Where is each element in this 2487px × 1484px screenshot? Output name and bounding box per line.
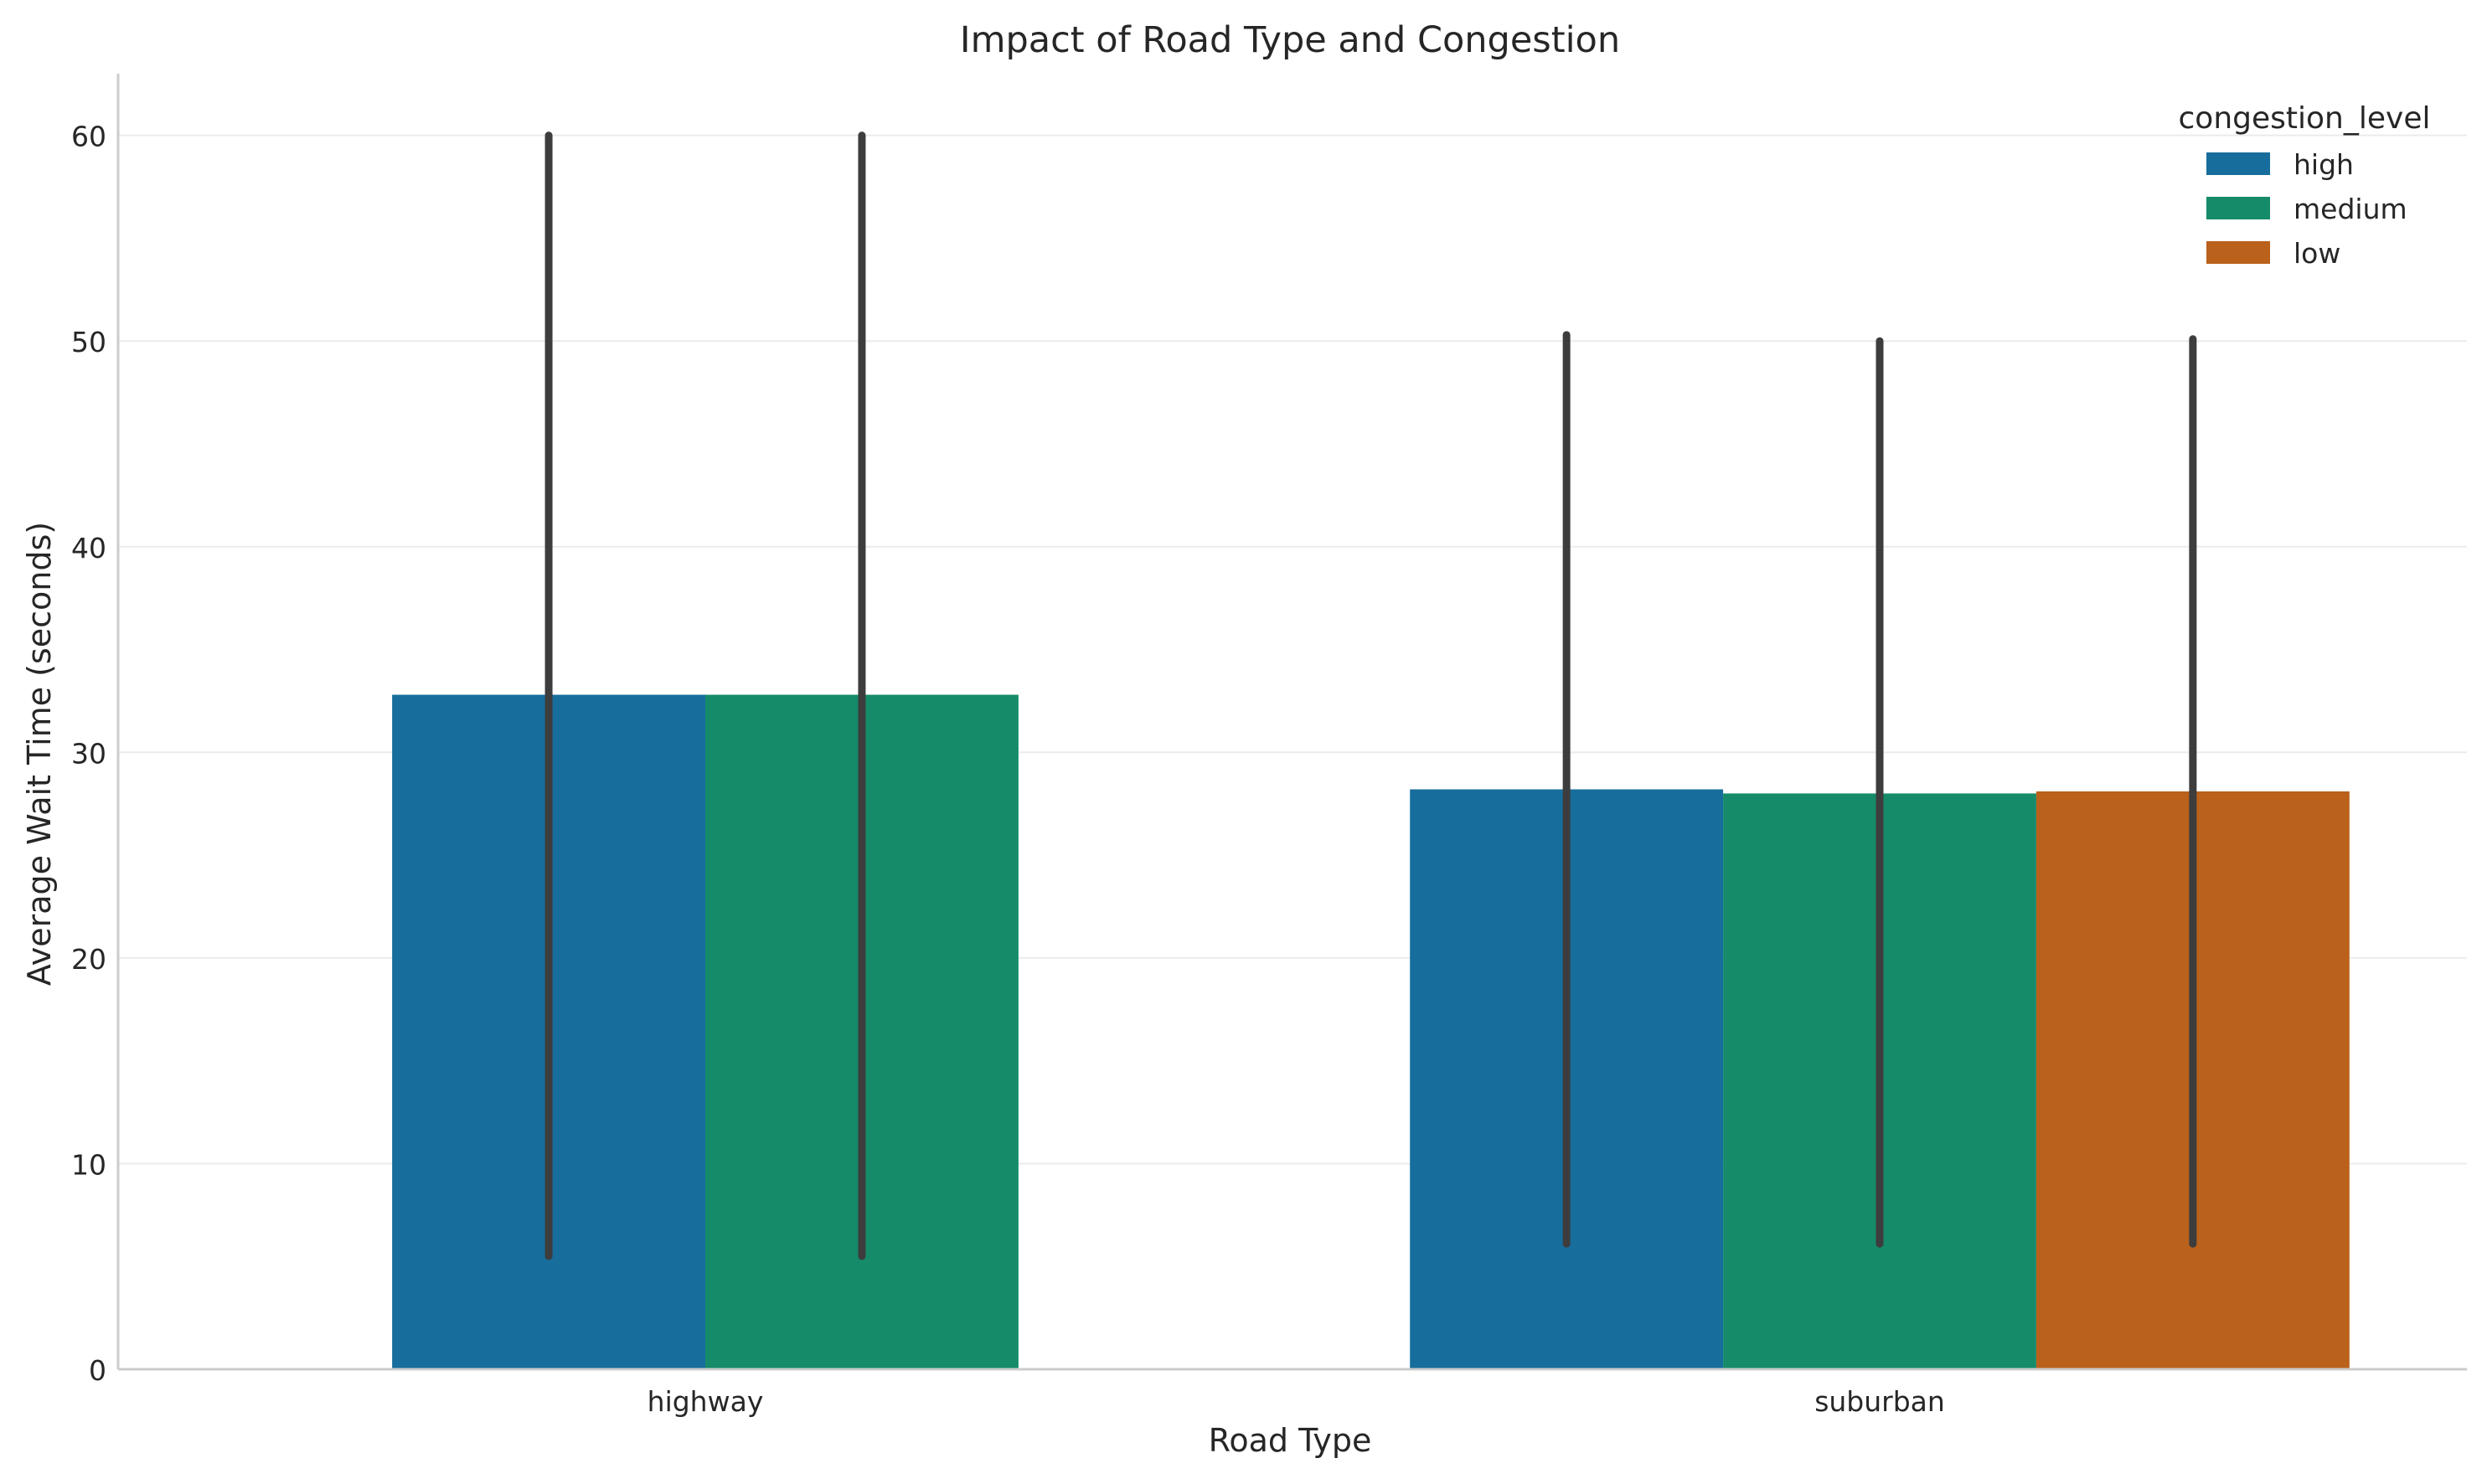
y-tick-label: 50 [71,326,106,358]
x-tick-label-suburban: suburban [1814,1385,1945,1418]
axes [116,74,2467,1371]
error-bars [544,131,2197,1260]
legend: congestion_level high medium low [2179,101,2431,270]
y-tick-label: 10 [71,1148,106,1181]
legend-title: congestion_level [2179,101,2431,136]
y-tick-label: 30 [71,737,106,770]
legend-label-medium: medium [2294,193,2407,225]
x-axis-label: Road Type [1209,1422,1372,1459]
y-axis-label: Average Wait Time (seconds) [21,522,58,986]
legend-label-low: low [2294,237,2340,270]
legend-swatch-low [2206,241,2270,264]
legend-swatch-medium [2206,197,2270,219]
y-tick-label: 20 [71,943,106,976]
y-tick-label: 40 [71,532,106,564]
chart-title: Impact of Road Type and Congestion [960,19,1620,61]
bars [392,694,2350,1369]
y-tick-label: 0 [89,1354,106,1387]
x-tick-labels: highway suburban [648,1385,1945,1418]
y-tick-label: 60 [71,121,106,153]
y-tick-labels: 0 10 20 30 40 50 60 [71,121,106,1387]
legend-items: high medium low [2206,148,2407,270]
legend-label-high: high [2294,148,2354,181]
legend-swatch-high [2206,152,2270,175]
x-tick-label-highway: highway [648,1385,764,1418]
